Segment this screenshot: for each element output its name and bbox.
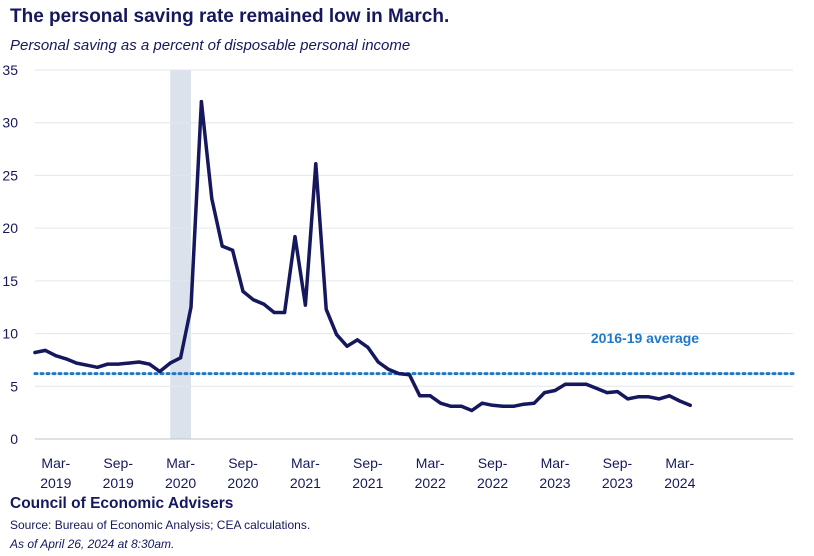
data-point [189, 305, 193, 309]
x-tick-label: Mar-2020 [165, 455, 196, 491]
data-point [366, 345, 370, 349]
data-point [283, 310, 287, 315]
x-tick-label: Sep-2022 [477, 455, 508, 491]
data-point [43, 348, 48, 353]
data-point [574, 382, 578, 386]
data-point [470, 408, 474, 413]
data-point [449, 404, 453, 408]
data-point [272, 310, 276, 315]
data-point [439, 401, 443, 405]
y-tick-label: 0 [10, 431, 18, 447]
y-tick-label: 30 [2, 115, 18, 131]
data-point [147, 362, 151, 366]
recession-shading [170, 70, 191, 439]
data-point [324, 307, 328, 311]
data-point [647, 395, 651, 399]
data-point [543, 391, 547, 395]
data-point [241, 289, 245, 293]
data-point [615, 389, 620, 394]
data-point [491, 403, 495, 407]
data-point [345, 344, 349, 348]
data-point [584, 382, 588, 386]
data-point [501, 404, 505, 408]
data-point [168, 361, 172, 365]
data-point [522, 402, 526, 406]
y-tick-label: 15 [2, 273, 18, 289]
data-point [636, 395, 640, 399]
data-point [678, 399, 682, 403]
data-point [595, 386, 599, 390]
data-point [480, 401, 484, 405]
data-point [303, 303, 307, 307]
x-tick-label: Sep-2020 [227, 455, 258, 491]
x-tick-label: Mar-2021 [290, 455, 321, 491]
data-point [397, 372, 401, 376]
data-point [137, 360, 141, 364]
data-point [75, 361, 79, 365]
data-point [158, 369, 162, 374]
data-point [667, 394, 672, 398]
chart-title: The personal saving rate remained low in… [10, 6, 450, 27]
data-point [511, 404, 515, 408]
data-point [314, 162, 318, 166]
data-point [532, 401, 536, 405]
data-point [563, 382, 568, 386]
data-point [64, 357, 68, 361]
data-point [262, 302, 266, 306]
average-reference-label: 2016-19 average [591, 330, 699, 346]
data-point [407, 373, 411, 377]
data-point [376, 360, 380, 364]
data-point [626, 397, 630, 401]
data-point [33, 350, 37, 355]
data-point [293, 234, 297, 239]
as-of-note: As of April 26, 2024 at 8:30am. [10, 537, 175, 551]
data-point [179, 356, 183, 360]
y-tick-label: 25 [2, 167, 18, 183]
y-tick-label: 20 [2, 220, 18, 236]
data-point [418, 394, 422, 398]
y-tick-label: 35 [2, 62, 18, 78]
data-point [127, 361, 131, 365]
data-point [116, 362, 120, 366]
data-point [199, 100, 203, 104]
source-note: Source: Bureau of Economic Analysis; CEA… [10, 518, 311, 532]
x-tick-label: Sep-2023 [602, 455, 633, 491]
x-tick-label: Mar-2023 [539, 455, 570, 491]
organization-name: Council of Economic Advisers [10, 495, 234, 512]
data-point [428, 394, 432, 398]
data-point [459, 404, 463, 408]
y-tick-label: 5 [10, 378, 18, 394]
data-point [231, 248, 235, 252]
data-point [251, 298, 255, 302]
data-point [553, 388, 557, 393]
data-point [85, 363, 89, 367]
x-tick-label: Mar-2022 [415, 455, 446, 491]
data-point [387, 367, 391, 372]
x-tick-label: Mar-2019 [40, 455, 71, 491]
x-tick-label: Sep-2021 [352, 455, 383, 491]
data-point [210, 197, 214, 201]
data-point [605, 391, 609, 395]
x-tick-label: Sep-2019 [103, 455, 134, 491]
data-point [220, 244, 224, 248]
data-point [355, 338, 359, 342]
chart-subtitle: Personal saving as a percent of disposab… [10, 37, 411, 54]
y-tick-label: 10 [2, 326, 18, 342]
x-tick-label: Mar-2024 [664, 455, 695, 491]
data-point [106, 362, 110, 366]
data-point [95, 365, 99, 369]
data-point [688, 403, 692, 407]
data-point [54, 354, 58, 358]
data-point [657, 397, 661, 401]
saving-rate-line [33, 99, 692, 413]
data-point [335, 333, 339, 337]
